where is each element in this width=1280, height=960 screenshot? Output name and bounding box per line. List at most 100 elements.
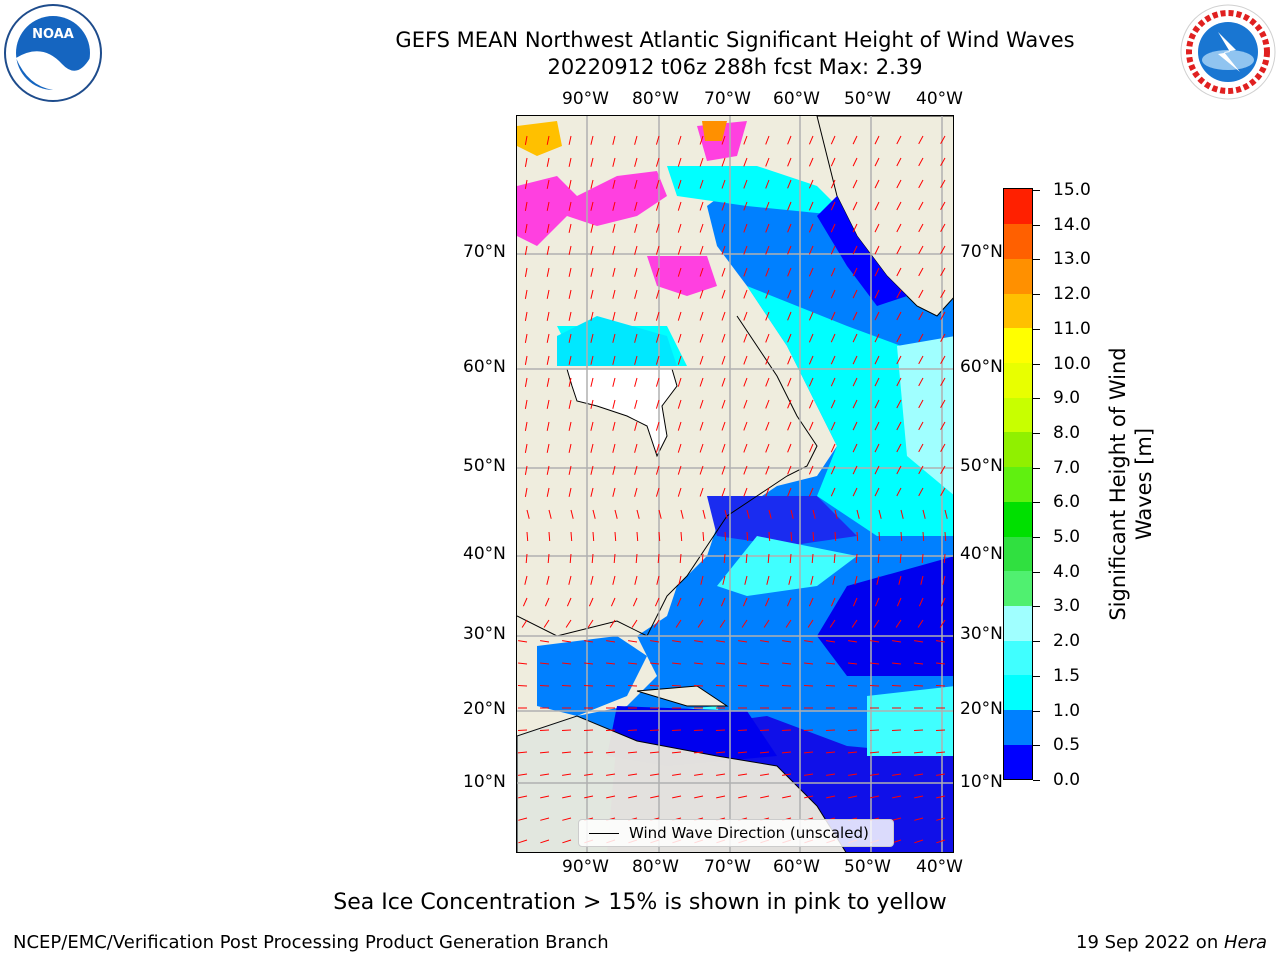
- wave-direction-arrow: [900, 531, 903, 542]
- wave-direction-arrow: [672, 640, 682, 643]
- colorbar-tick-label: 11.0: [1053, 318, 1091, 339]
- wave-direction-arrow: [694, 773, 704, 776]
- wave-direction-arrow: [634, 267, 638, 277]
- coastline-north-america: [517, 315, 818, 637]
- colorbar-segment: [1004, 258, 1032, 294]
- wave-direction-arrow: [677, 355, 682, 365]
- wave-direction-arrow: [546, 443, 550, 453]
- wave-direction-arrow: [546, 487, 550, 497]
- wave-direction-arrow: [787, 135, 792, 145]
- wave-direction-arrow: [634, 223, 638, 233]
- wave-direction-arrow: [677, 443, 682, 453]
- wave-direction-arrow: [943, 553, 946, 564]
- sea-ice-yellow: [702, 121, 727, 141]
- wave-direction-arrow: [518, 773, 528, 776]
- wave-direction-arrow: [606, 773, 616, 776]
- wave-direction-arrow: [671, 751, 682, 754]
- wave-direction-arrow: [940, 421, 946, 431]
- wave-direction-arrow: [765, 421, 770, 431]
- wave-direction-arrow: [568, 179, 572, 189]
- lat-label-left: 60°N: [463, 357, 506, 377]
- wave-direction-arrow: [655, 135, 660, 145]
- wave-direction-arrow: [825, 685, 836, 687]
- wave-direction-arrow: [918, 443, 924, 453]
- wave-direction-arrow: [518, 662, 528, 665]
- wave-direction-arrow: [568, 267, 572, 277]
- wave-direction-arrow: [568, 201, 572, 211]
- wave-direction-arrow: [765, 135, 770, 145]
- wave-direction-arrow: [721, 399, 726, 409]
- wave-direction-arrow: [874, 487, 880, 497]
- wave-direction-arrow: [612, 575, 616, 585]
- wave-direction-arrow: [787, 399, 792, 409]
- lon-label-top: 60°W: [773, 89, 820, 109]
- wave-direction-arrow: [636, 509, 640, 519]
- footer-timestamp: 19 Sep 2022 on Hera: [1076, 932, 1267, 953]
- wave-direction-arrow: [765, 443, 770, 453]
- wave-direction-arrow: [765, 355, 770, 365]
- wave-direction-arrow: [743, 135, 748, 145]
- wave-direction-arrow: [524, 201, 528, 211]
- wave-direction-arrow: [590, 245, 594, 255]
- wave-direction-arrow: [524, 245, 528, 255]
- wave-direction-arrow: [810, 575, 814, 585]
- wave-direction-arrow: [808, 289, 814, 299]
- colorbar-tick-label: 9.0: [1053, 388, 1081, 409]
- wave-direction-arrow: [804, 640, 814, 643]
- wave-direction-arrow: [852, 245, 858, 255]
- wave-direction-arrow: [612, 157, 616, 167]
- colorbar-tick-mark: [1033, 363, 1040, 365]
- wave-direction-arrow: [826, 640, 836, 643]
- colorbar-tick-label: 0.0: [1053, 770, 1081, 790]
- wave-direction-arrow: [568, 355, 572, 365]
- wave-direction-arrow: [808, 201, 814, 211]
- wave-direction-arrow: [540, 817, 550, 821]
- wave-direction-arrow: [892, 640, 902, 643]
- wave-direction-arrow: [627, 729, 638, 731]
- wave-direction-arrow: [724, 531, 727, 542]
- wave-direction-arrow: [876, 575, 880, 585]
- lat-label-left: 30°N: [463, 624, 506, 644]
- colorbar-segment: [1004, 293, 1032, 329]
- wave-direction-arrow: [830, 465, 836, 475]
- wave-direction-arrow: [678, 575, 682, 585]
- noaa-logo-text: NOAA: [32, 27, 74, 42]
- wave-direction-arrow: [570, 531, 573, 542]
- wave-direction-arrow: [672, 662, 682, 665]
- wave-direction-arrow: [612, 135, 616, 145]
- wave-direction-arrow: [561, 685, 572, 687]
- wave-direction-arrow: [892, 795, 902, 799]
- wave-direction-arrow: [612, 399, 616, 409]
- wave-direction-arrow: [699, 355, 704, 365]
- wave-direction-arrow: [737, 685, 748, 687]
- wave-direction-arrow: [524, 135, 528, 145]
- wave-direction-arrow: [612, 355, 616, 365]
- wave-direction-arrow: [743, 421, 748, 431]
- colorbar-label: Significant Height of Wind Waves [m]: [1106, 347, 1156, 621]
- wave-direction-arrow: [590, 267, 594, 277]
- colorbar-tick-label: 3.0: [1053, 596, 1081, 617]
- wave-direction-arrow: [855, 553, 858, 564]
- colorbar-segment: [1004, 431, 1032, 468]
- wave-direction-arrow: [765, 311, 770, 321]
- lat-label-left: 50°N: [463, 456, 506, 476]
- wave-direction-arrow: [547, 553, 550, 564]
- wave-direction-arrow: [634, 245, 638, 255]
- wave-direction-arrow: [521, 619, 528, 628]
- wave-direction-arrow: [612, 289, 616, 299]
- wave-direction-arrow: [899, 553, 902, 564]
- wave-direction-arrow: [936, 795, 946, 799]
- wave-direction-arrow: [548, 509, 552, 519]
- wave-direction-arrow: [765, 157, 770, 167]
- wave-direction-arrow: [634, 487, 638, 497]
- wave-direction-arrow: [914, 817, 924, 821]
- wave-direction-arrow: [874, 179, 880, 189]
- wave-direction-arrow: [634, 179, 638, 189]
- wave-direction-arrow: [568, 377, 572, 387]
- wave-direction-arrow: [584, 773, 594, 776]
- wave-direction-arrow: [914, 795, 924, 799]
- wave-direction-arrow: [590, 333, 594, 343]
- wave-direction-arrow: [878, 509, 882, 519]
- colorbar-segment: [1004, 501, 1032, 537]
- wave-direction-arrow: [677, 487, 682, 497]
